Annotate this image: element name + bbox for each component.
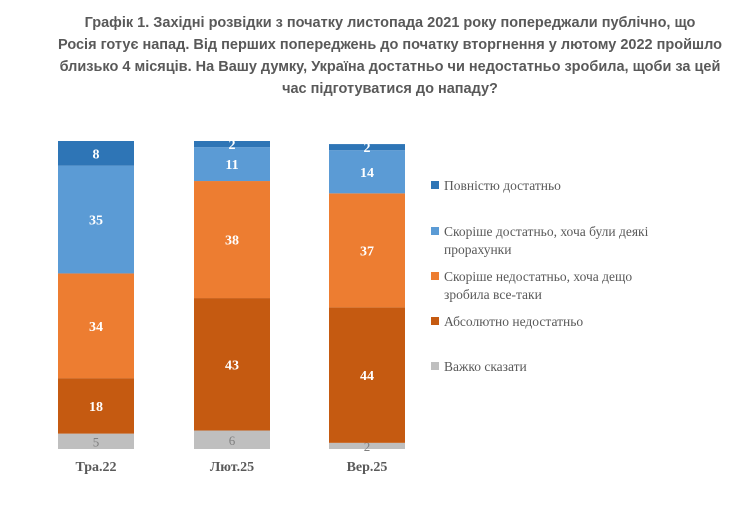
bar-segment [194, 147, 270, 182]
bar-segment [329, 144, 405, 151]
category-label: Лют.25 [210, 460, 254, 475]
data-label: 5 [93, 434, 100, 449]
data-label: 2 [364, 439, 371, 454]
data-label: 38 [225, 234, 239, 249]
bar-segment [58, 141, 134, 166]
data-label: 8 [93, 147, 100, 162]
bar-segment [58, 433, 134, 449]
bar-segment [194, 181, 270, 299]
legend-label: Абсолютно недостатньо [444, 314, 583, 329]
bar-segment [329, 193, 405, 308]
bar-segment [194, 298, 270, 431]
bar-segment [329, 442, 405, 449]
legend-swatch [431, 317, 439, 325]
legend-label: Важко сказати [444, 359, 527, 374]
data-label: 2 [364, 141, 371, 156]
legend-swatch [431, 181, 439, 189]
title-line: час підготуватися до нападу? [282, 81, 498, 97]
title-line: Графік 1. Західні розвідки з початку лис… [84, 15, 696, 31]
bar-segment [58, 165, 134, 274]
data-label: 44 [360, 369, 374, 384]
legend-label: зробила все-таки [444, 287, 542, 302]
data-label: 14 [360, 166, 374, 181]
legend-label: Повністю достатньо [444, 178, 561, 193]
legend-label: Скоріше достатньо, хоча були деякі [444, 224, 649, 239]
data-label: 35 [89, 214, 103, 229]
data-label: 37 [360, 244, 374, 259]
legend-label: прорахунки [444, 242, 511, 257]
legend-swatch [431, 272, 439, 280]
data-label: 2 [229, 138, 236, 153]
bar-segment [58, 378, 134, 434]
bar-segment [329, 150, 405, 194]
category-label: Тра.22 [75, 460, 116, 475]
data-label: 34 [89, 320, 103, 335]
chart-title: Графік 1. Західні розвідки з початку лис… [50, 12, 730, 100]
bar-segment [329, 307, 405, 443]
legend-swatch [431, 362, 439, 370]
bar-segment [194, 430, 270, 449]
data-label: 18 [89, 400, 103, 415]
legend-label: Скоріше недостатньо, хоча дещо [444, 269, 632, 284]
bar-segment [194, 141, 270, 148]
data-label: 11 [225, 158, 238, 173]
category-label: Вер.25 [347, 460, 388, 475]
data-label: 43 [225, 358, 239, 373]
data-label: 6 [229, 433, 236, 448]
title-line: Росія готує напад. Від перших попереджен… [58, 37, 722, 53]
bar-segment [58, 273, 134, 379]
legend-swatch [431, 227, 439, 235]
title-line: близько 4 місяців. На Вашу думку, Україн… [59, 59, 721, 75]
